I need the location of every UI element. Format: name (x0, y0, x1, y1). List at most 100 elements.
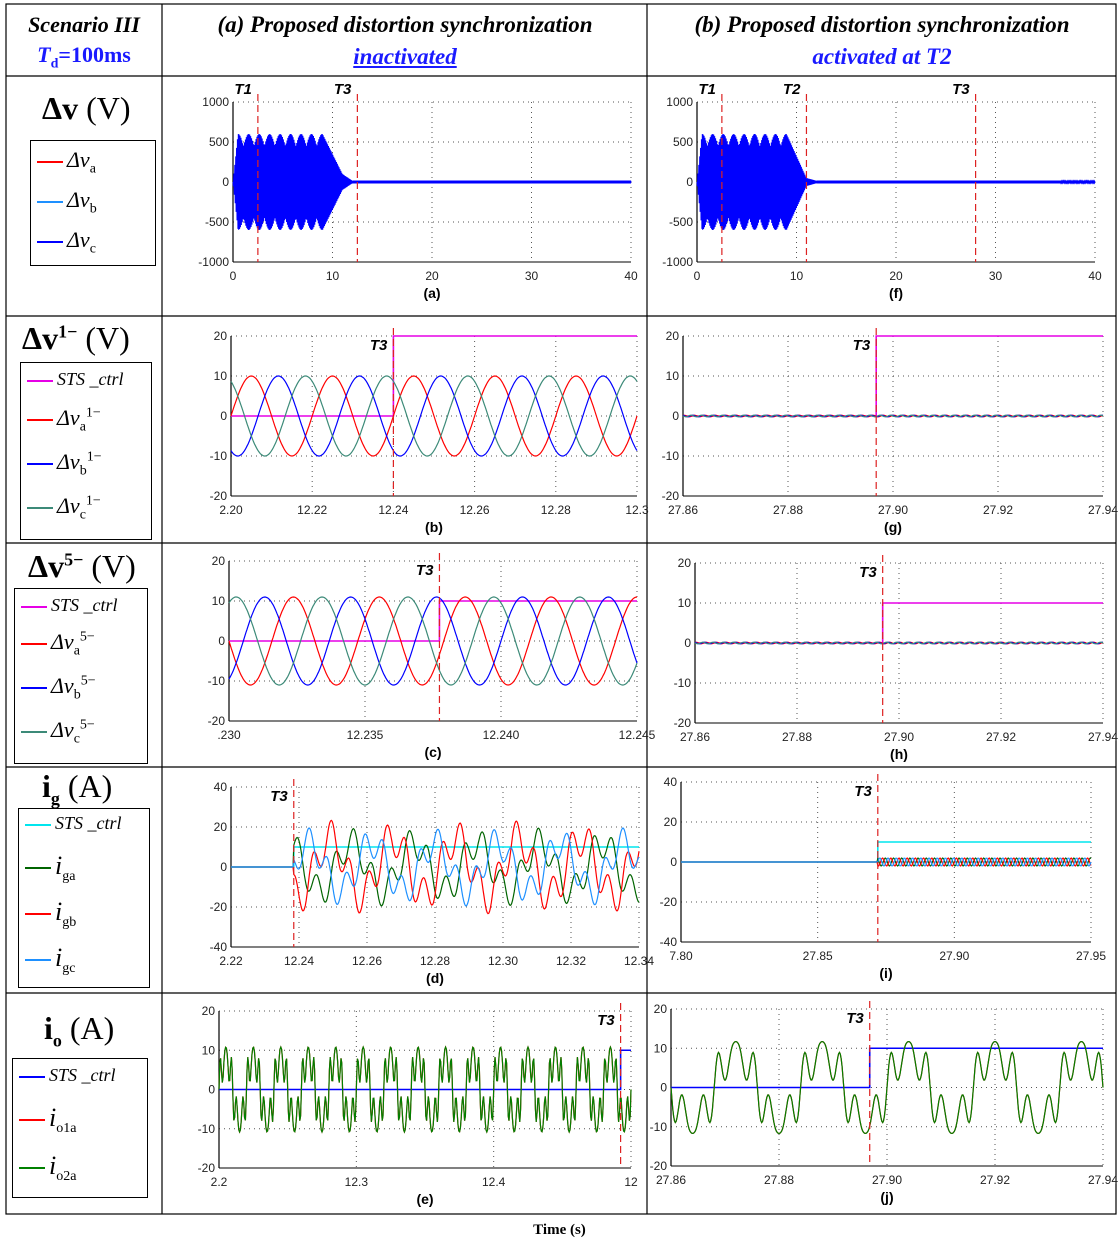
legend-swatch (27, 379, 53, 382)
row2-label-sup: 1− (58, 321, 78, 342)
y-tick-label: 10 (212, 594, 226, 608)
y-tick-label: 500 (673, 135, 693, 149)
legend-item: igc (25, 943, 75, 977)
legend-sub: a (79, 419, 86, 435)
x-tick-label: 10 (326, 269, 340, 283)
row2-label-main: Δv (22, 320, 59, 356)
series-line (228, 596, 638, 686)
x-tick-label: 27.94 (1088, 1173, 1118, 1187)
legend-sup: 1− (85, 493, 101, 509)
x-tick-label: 27.92 (986, 730, 1016, 744)
x-tick-label: 27.85 (803, 949, 833, 963)
y-tick-label: -10 (650, 1120, 668, 1134)
legend-item: iga (25, 851, 75, 885)
series-line (231, 827, 640, 907)
x-tick-label: 12 (624, 1175, 638, 1189)
legend-sub: c (79, 507, 86, 523)
x-tick-label: .230 (217, 728, 241, 742)
legend-swatch (37, 160, 63, 163)
legend-text: Δv (57, 405, 80, 430)
x-tick-label: 27.95 (1076, 949, 1106, 963)
legend-text: i (55, 851, 63, 880)
x-tick-label: 7.80 (669, 949, 693, 963)
legend-item: igb (25, 897, 76, 931)
row1-label: Δv (V) (42, 90, 130, 127)
time-marker-label: T2 (783, 81, 801, 98)
x-tick-label: 27.86 (668, 503, 698, 517)
x-tick-label: 12.34 (624, 954, 654, 968)
x-tick-label: 27.90 (939, 949, 969, 963)
legend-swatch (27, 418, 53, 421)
x-tick-label: 10 (790, 269, 804, 283)
panel-caption: (i) (879, 965, 892, 981)
row2-label: Δv1− (V) (22, 320, 130, 357)
x-tick-label: 12.24 (378, 503, 408, 517)
legend-item: Δvc (37, 227, 96, 257)
y-tick-label: -10 (674, 676, 692, 690)
legend-text: STS _ctrl (55, 813, 122, 833)
legend-item: STS _ctrl (19, 1065, 116, 1086)
y-tick-label: 0 (208, 1083, 215, 1097)
legend-swatch (25, 867, 51, 870)
legend-item: Δvb (37, 187, 97, 217)
x-tick-label: 12.3 (345, 1175, 369, 1189)
legend-item: io1a (19, 1103, 76, 1137)
legend-text: STS _ctrl (51, 595, 118, 615)
x-tick-label: 12.30 (488, 954, 518, 968)
panel-caption: (e) (416, 1191, 433, 1207)
x-tick-label: 27.90 (884, 730, 914, 744)
x-tick-label: 12.28 (420, 954, 450, 968)
x-tick-label: 20 (889, 269, 903, 283)
legend-sub: c (73, 731, 80, 747)
legend-sub: ga (62, 869, 76, 885)
row5-label: io (A) (44, 1010, 114, 1051)
legend-item: Δva1− (27, 405, 101, 435)
time-marker-label: T3 (270, 788, 288, 805)
x-tick-label: 12.4 (482, 1175, 506, 1189)
y-tick-label: 20 (202, 1004, 216, 1018)
panel-caption: (c) (424, 744, 441, 760)
time-marker-label: T3 (416, 562, 434, 579)
time-marker-label: T3 (952, 81, 970, 98)
x-tick-label: 30 (989, 269, 1003, 283)
series-line (229, 600, 637, 642)
time-marker-label: T3 (597, 1012, 615, 1029)
y-tick-label: 10 (654, 1041, 668, 1055)
x-tick-label: 12.22 (297, 503, 327, 517)
y-tick-label: -20 (650, 1159, 668, 1173)
y-tick-label: -500 (669, 215, 693, 229)
y-tick-label: -10 (208, 674, 226, 688)
row1-legend: Δva Δvb Δvc (30, 140, 156, 266)
legend-text: i (55, 897, 63, 926)
x-tick-label: 27.86 (656, 1173, 686, 1187)
row3-label-main: Δv (28, 548, 65, 584)
y-tick-label: 10 (214, 369, 228, 383)
chart-d: 40 20 0 -20 -402.22 12.24 12.26 12.28 12.30 12.32… (210, 779, 654, 986)
y-tick-label: -20 (660, 895, 678, 909)
y-tick-label: 0 (660, 1081, 667, 1095)
legend-text: STS _ctrl (57, 369, 124, 389)
row1-label-main: Δv (42, 90, 79, 126)
series-line (230, 375, 638, 457)
legend-text: Δv (51, 717, 74, 742)
legend-item: io2a (19, 1151, 76, 1185)
series-line (682, 414, 1104, 418)
x-tick-label: 27.90 (878, 503, 908, 517)
time-marker-label: T3 (854, 783, 872, 800)
legend-item: Δvb1− (27, 449, 102, 479)
y-tick-label: -40 (660, 935, 678, 949)
td-value: =100ms (58, 42, 131, 67)
y-tick-label: 0 (684, 636, 691, 650)
legend-sub: a (89, 161, 96, 177)
column-a-title: (a) Proposed distortion synchronization (217, 12, 593, 37)
x-tick-label: 12.245 (619, 728, 656, 742)
y-tick-label: -20 (210, 900, 228, 914)
x-axis-label: Time (s) (533, 1222, 586, 1238)
scenario-label: Scenario III (28, 12, 140, 37)
legend-sub: b (89, 201, 97, 217)
y-tick-label: -20 (208, 714, 226, 728)
legend-swatch (19, 1119, 45, 1122)
